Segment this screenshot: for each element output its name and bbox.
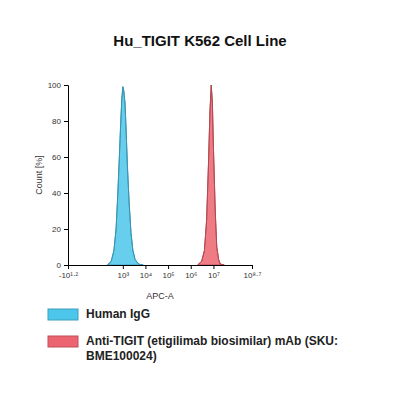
histogram-area [198,85,225,265]
y-tick: 20 [52,225,68,234]
x-tick: 10³ [118,265,130,280]
x-tick-label: 10⁷ [208,271,220,280]
x-tick-mark [123,265,124,269]
y-tick: 60 [52,153,68,162]
histogram-outline [107,87,143,265]
x-tick-label: 10⁶ [185,271,197,280]
x-axis: -10¹·² 10³ 10⁴ 10⁵ 10⁶ 10⁷ 10⁸·⁷ [59,265,262,280]
x-tick-mark [168,265,169,269]
title: Hu_TIGIT K562 Cell Line [113,32,286,49]
x-axis-line [69,266,253,270]
x-axis-title: APC-A [146,291,174,301]
y-tick-mark [64,121,68,122]
y-tick-label: 60 [52,153,61,162]
y-tick-label: 20 [52,225,61,234]
x-tick-label: 10³ [118,271,130,280]
y-tick-mark [64,157,68,158]
x-tick: 10⁴ [140,265,153,280]
y-tick-mark [64,229,68,230]
y-tick-label: 100 [48,81,62,90]
x-tick-mark [145,265,146,269]
x-tick-label: 10⁵ [162,271,174,280]
x-tick-mark [213,265,214,269]
y-tick-label: 40 [52,189,61,198]
x-tick: 10⁸·⁷ [244,265,262,280]
legend-swatch [48,309,78,320]
y-tick: 40 [52,189,68,198]
x-tick-label: 10⁴ [140,271,153,280]
x-tick-label: 10⁸·⁷ [244,271,262,280]
y-axis-line [64,86,69,266]
legend-swatch [48,336,78,347]
histogram-outline [198,85,225,265]
legend: Human IgG Anti-TIGIT (etigilimab biosimil… [48,307,338,363]
chart: Hu_TIGIT K562 Cell Line -10¹·² 10³ 10⁴ 10⁵ 10… [0,0,400,400]
y-tick-mark [64,265,68,266]
y-tick: 0 [57,261,68,270]
x-tick: 10⁶ [185,265,197,280]
histogram-area [107,87,143,265]
plot-area [107,85,224,265]
y-tick: 100 [48,81,68,90]
y-tick-mark [64,193,68,194]
x-tick-mark [252,265,253,269]
legend-label: Anti-TIGIT (etigilimab biosimilar) mAb (… [86,334,338,363]
x-tick-mark [191,265,192,269]
x-tick: 10⁷ [208,265,220,280]
y-axis: 0 20 40 60 80 100 [48,81,69,270]
y-tick-label: 0 [57,261,62,270]
x-tick: -10¹·² [59,265,79,280]
x-tick-label: -10¹·² [59,271,79,280]
y-axis-title: Count [%] [34,155,44,195]
y-tick-label: 80 [52,117,61,126]
y-tick-mark [64,85,68,86]
x-tick: 10⁵ [162,265,174,280]
legend-label: Human IgG [86,307,150,321]
y-tick: 80 [52,117,68,126]
